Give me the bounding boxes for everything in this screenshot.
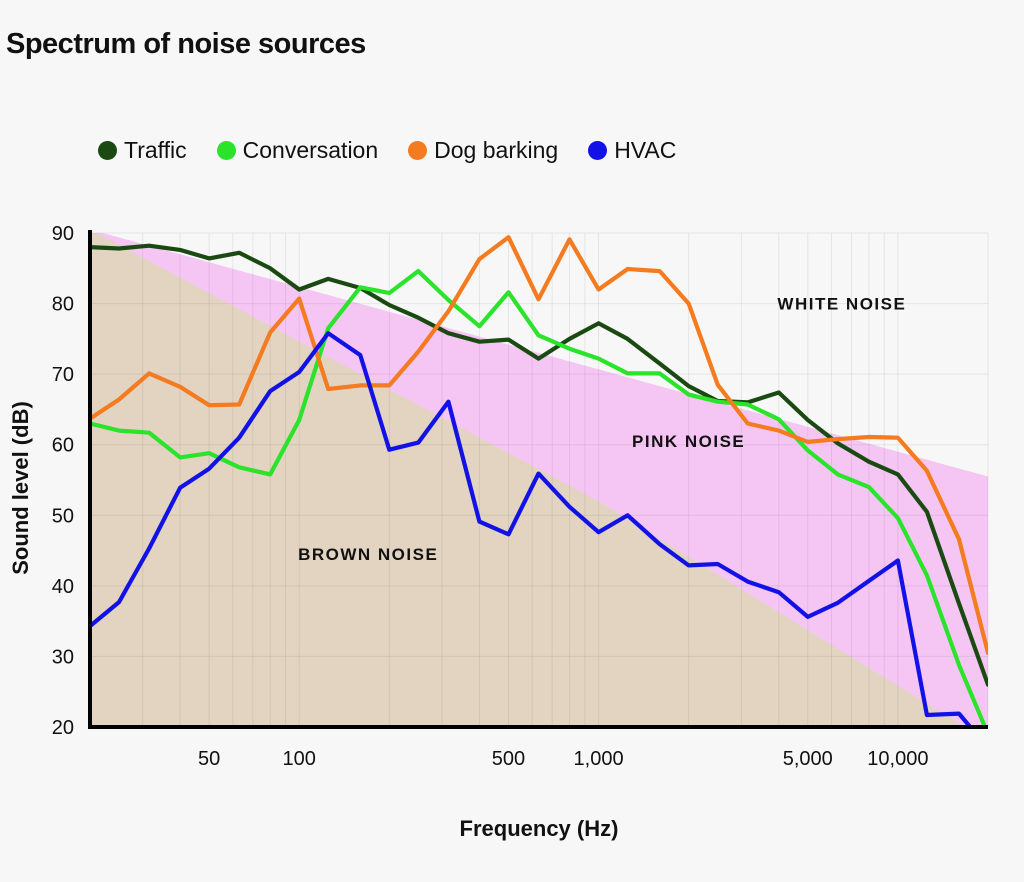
x-tick-label: 500 xyxy=(492,748,525,770)
data-series xyxy=(90,235,988,727)
legend-item-hvac: HVAC xyxy=(588,137,676,164)
x-tick-label: 50 xyxy=(198,748,220,770)
legend-dot-conversation xyxy=(216,141,236,160)
x-axis-title: Frequency (Hz) xyxy=(460,816,619,841)
region-label-brown-noise: BROWN NOISE xyxy=(298,545,438,564)
chart-legend: Traffic Conversation Dog barking HVAC xyxy=(98,137,706,164)
series-line-hvac xyxy=(90,331,973,727)
region-labels: WHITE NOISE PINK NOISE BROWN NOISE xyxy=(298,295,906,565)
legend-item-conversation: Conversation xyxy=(216,137,379,164)
y-tick-label: 40 xyxy=(52,576,74,598)
x-tick-label: 10,000 xyxy=(867,748,928,770)
series-line-conversation xyxy=(90,269,988,727)
legend-label-traffic: Traffic xyxy=(124,137,187,163)
legend-dot-hvac xyxy=(588,141,608,160)
y-axis-title: Sound level (dB) xyxy=(8,401,33,575)
legend-label-dog-barking: Dog barking xyxy=(434,137,559,163)
legend-label-conversation: Conversation xyxy=(242,137,379,163)
series-line-dog-barking xyxy=(90,235,988,656)
y-tick-label: 60 xyxy=(52,435,74,457)
legend-dot-dog-barking xyxy=(408,141,428,160)
y-tick-label: 80 xyxy=(52,294,74,316)
legend-label-hvac: HVAC xyxy=(614,137,677,163)
chart-title: Spectrum of noise sources xyxy=(6,28,366,60)
x-tick-label: 5,000 xyxy=(783,748,833,770)
x-tick-label: 100 xyxy=(283,748,316,770)
series-line-traffic xyxy=(90,243,988,687)
y-tick-label: 70 xyxy=(52,364,74,386)
region-label-pink-noise: PINK NOISE xyxy=(632,432,745,451)
legend-item-dog-barking: Dog barking xyxy=(408,137,558,164)
y-tick-label: 20 xyxy=(52,717,74,739)
tick-labels: 20 30 40 50 60 70 80 90 50 100 500 1,000 5,000 10,000 xyxy=(52,223,929,770)
y-tick-label: 50 xyxy=(52,505,74,527)
legend-dot-traffic xyxy=(98,141,117,160)
axes xyxy=(88,230,988,729)
legend-item-traffic: Traffic xyxy=(98,137,187,164)
y-tick-label: 30 xyxy=(52,646,74,668)
region-label-white-noise: WHITE NOISE xyxy=(777,295,906,314)
x-tick-label: 1,000 xyxy=(574,748,624,770)
y-tick-label: 90 xyxy=(52,223,74,245)
